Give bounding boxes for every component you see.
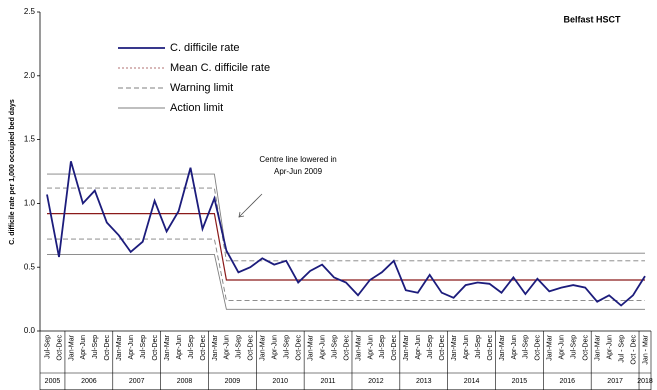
x-tick-label: Jul-Sep [44, 335, 51, 359]
x-tick-label: Apr-Jun [176, 335, 183, 360]
year-label: 2005 [45, 378, 61, 385]
y-axis-label: C. difficile rate per 1,000 occupied bed… [9, 99, 16, 245]
chart-title: Belfast HSCT [563, 14, 621, 24]
x-tick-label: Jul-Sep [284, 335, 291, 359]
x-tick-label: Apr-Jun [319, 335, 326, 360]
x-tick-label: Apr-Jun [224, 335, 231, 360]
x-tick-label: Jul-Sep [475, 335, 482, 359]
x-tick-label: Jul-Sep [523, 335, 530, 359]
year-label: 2010 [272, 378, 288, 385]
x-tick-label: Oct-Dec [439, 335, 446, 361]
x-tick-label: Apr-Jun [511, 335, 518, 360]
x-tick-label: Jul - Sep [618, 335, 625, 363]
series-line [47, 187, 645, 262]
series-line [47, 173, 645, 254]
year-label: 2008 [177, 378, 193, 385]
x-tick-label: Jan-Mar [499, 334, 506, 360]
x-tick-label: Oct-Dec [248, 335, 255, 361]
y-tick-label: 2.5 [24, 7, 36, 16]
legend-label: Mean C. difficile rate [170, 62, 270, 74]
year-label: 2007 [129, 378, 145, 385]
year-label: 2018 [637, 378, 653, 385]
x-tick-label: Jan-Mar [260, 334, 267, 360]
year-label: 2017 [607, 378, 623, 385]
year-label: 2016 [559, 378, 575, 385]
series-line [47, 253, 645, 310]
x-tick-label: Apr-Jun [415, 335, 422, 360]
x-tick-label: Apr-Jun [272, 335, 279, 360]
x-tick-label: Jan-Mar [68, 334, 75, 360]
annotation: Centre line lowered in [259, 155, 336, 164]
y-tick-label: 1.0 [24, 199, 36, 208]
x-tick-label: Jan - Mar [642, 334, 649, 364]
x-tick-label: Jan-Mar [116, 334, 123, 360]
year-label: 2012 [368, 378, 384, 385]
x-tick-label: Oct-Dec [343, 335, 350, 361]
x-tick-label: Apr-Jun [367, 335, 374, 360]
year-label: 2009 [225, 378, 241, 385]
x-tick-label: Oct-Dec [391, 335, 398, 361]
x-tick-label: Oct-Dec [296, 335, 303, 361]
x-tick-label: Oct-Dec [487, 335, 494, 361]
x-tick-label: Jul-Sep [140, 335, 147, 359]
year-label: 2011 [321, 378, 336, 385]
series-line [46, 161, 646, 307]
x-tick-label: Jul-Sep [571, 335, 578, 359]
legend-label: Action limit [170, 102, 223, 114]
x-tick-label: Apr-Jun [128, 335, 135, 360]
arrow-head [238, 211, 245, 218]
x-tick-label: Jan-Mar [307, 334, 314, 360]
year-label: 2006 [81, 378, 97, 385]
x-tick-label: Jan-Mar [355, 334, 362, 360]
x-tick-label: Apr-Jun [606, 335, 613, 360]
x-tick-label: Jan-Mar [547, 334, 554, 360]
annotation-arrow [238, 193, 263, 218]
x-tick-label: Oct-Dec [200, 335, 207, 361]
x-tick-label: Jan-Mar [595, 334, 602, 360]
annotation: Apr-Jun 2009 [274, 167, 323, 176]
x-tick-label: Jul-Sep [92, 335, 99, 359]
legend-label: Warning limit [170, 82, 233, 94]
x-tick-label: Jan-Mar [212, 334, 219, 360]
y-tick-label: 1.5 [24, 135, 36, 144]
y-tick-label: 2.0 [24, 71, 36, 80]
x-tick-label: Jan-Mar [403, 334, 410, 360]
x-tick-label: Jul-Sep [379, 335, 386, 359]
x-tick-label: Oct-Dec [56, 335, 63, 361]
x-tick-label: Oct-Dec [104, 335, 111, 361]
x-tick-label: Jul-Sep [236, 335, 243, 359]
year-label: 2015 [512, 378, 528, 385]
y-tick-label: 0.0 [24, 326, 36, 335]
x-tick-label: Oct-Dec [583, 335, 590, 361]
x-tick-label: Jul-Sep [427, 335, 434, 359]
year-label: 2013 [416, 378, 432, 385]
series-line [47, 238, 645, 301]
x-tick-label: Jul-Sep [188, 335, 195, 359]
x-tick-label: Oct-Dec [535, 335, 542, 361]
year-label: 2014 [464, 378, 480, 385]
x-tick-label: Jan-Mar [164, 334, 171, 360]
legend-label: C. difficile rate [170, 42, 240, 54]
x-tick-label: Apr-Jun [80, 335, 87, 360]
x-tick-label: Oct-Dec [152, 335, 159, 361]
x-tick-label: Oct - Dec [630, 335, 637, 365]
x-tick-label: Apr-Jun [463, 335, 470, 360]
x-tick-label: Jul-Sep [331, 335, 338, 359]
series-line [47, 213, 645, 281]
x-tick-label: Apr-Jun [559, 335, 566, 360]
x-tick-label: Jan-Mar [451, 334, 458, 360]
y-tick-label: 0.5 [24, 262, 36, 271]
